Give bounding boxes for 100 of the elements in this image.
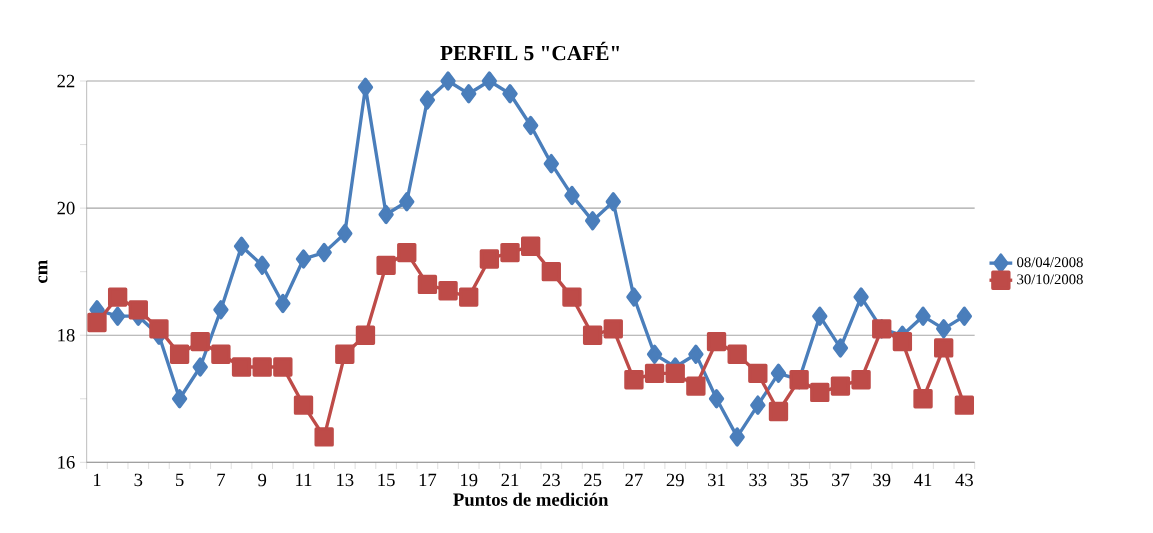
point (913, 389, 933, 409)
point (213, 300, 229, 320)
x-tick-label: 31 (708, 473, 725, 487)
y-tick-label: 16 (58, 456, 75, 469)
x-tick-label: 37 (832, 473, 850, 487)
point (543, 153, 559, 174)
point (109, 306, 126, 326)
point (502, 84, 518, 104)
point (397, 242, 417, 263)
point (293, 395, 314, 415)
point (853, 287, 869, 307)
point (376, 255, 396, 275)
point (915, 306, 931, 326)
point (149, 319, 169, 339)
x-tick-label: 43 (955, 473, 973, 487)
point (399, 192, 415, 212)
x-tick-label: 9 (258, 473, 267, 487)
point (605, 192, 621, 212)
x-tick-label: 15 (378, 473, 395, 487)
point (708, 389, 725, 409)
x-tick-label: 11 (296, 473, 312, 487)
x-tick-label: 19 (461, 473, 478, 487)
point (273, 357, 293, 377)
point (295, 249, 312, 269)
point (603, 319, 623, 339)
point (252, 357, 272, 377)
x-tick-label: 1 (93, 473, 101, 487)
point (832, 338, 849, 358)
point (314, 427, 334, 447)
x-tick-label: 17 (419, 473, 437, 487)
x-tick-label: 41 (914, 473, 932, 487)
x-tick-label: 23 (542, 473, 560, 487)
y-tick-label: 20 (57, 201, 75, 215)
point (830, 376, 851, 396)
point (523, 115, 539, 136)
y-tick-label: 22 (57, 74, 75, 88)
x-tick-label: 21 (501, 473, 519, 487)
point (355, 325, 376, 345)
point (254, 255, 270, 275)
point (211, 344, 231, 364)
point (541, 262, 561, 282)
point (892, 331, 913, 352)
point (438, 281, 458, 301)
point (729, 427, 745, 447)
y-tick-label: 18 (58, 328, 75, 342)
point (500, 242, 520, 263)
y-axis-title: cm (38, 260, 48, 283)
point (706, 331, 727, 352)
point (169, 344, 190, 364)
point (936, 319, 952, 339)
x-tick-label: 35 (790, 473, 808, 487)
point (481, 71, 498, 91)
point (562, 287, 582, 307)
point (479, 249, 500, 269)
legend-label: 08/04/2008 (1017, 257, 1083, 268)
point (686, 376, 706, 396)
point (934, 338, 954, 358)
point (233, 236, 250, 256)
point (419, 90, 436, 110)
x-tick-label: 29 (666, 473, 684, 487)
x-tick-label: 5 (176, 473, 184, 487)
point (644, 363, 665, 384)
point (750, 395, 766, 415)
x-tick-label: 27 (625, 473, 643, 487)
point (954, 395, 975, 415)
x-tick-label: 39 (873, 473, 891, 487)
point (171, 389, 188, 409)
point (624, 370, 644, 390)
point (87, 312, 107, 333)
point (337, 223, 353, 244)
chart-title: PERFIL 5 "CAFÉ" (440, 41, 619, 61)
point (128, 300, 148, 320)
point (107, 287, 128, 307)
point (192, 357, 208, 377)
point (812, 306, 828, 326)
point (459, 287, 479, 307)
point (231, 357, 252, 377)
point (417, 274, 438, 295)
point (521, 236, 541, 256)
point (190, 331, 210, 352)
point (688, 344, 704, 364)
point (582, 325, 603, 345)
x-tick-label: 13 (337, 473, 354, 487)
point (564, 185, 580, 206)
x-tick-label: 7 (217, 473, 226, 486)
point (357, 77, 374, 98)
point (378, 204, 394, 225)
point (316, 242, 332, 263)
point (727, 344, 747, 364)
point (768, 401, 789, 422)
point (461, 84, 477, 104)
point (810, 382, 830, 403)
point (440, 71, 456, 91)
point (665, 363, 685, 384)
point (748, 363, 768, 384)
point (851, 370, 871, 390)
point (770, 363, 787, 384)
x-axis-title: Puntos de medición (453, 492, 609, 506)
x-tick-label: 33 (749, 473, 767, 487)
point (626, 287, 642, 307)
